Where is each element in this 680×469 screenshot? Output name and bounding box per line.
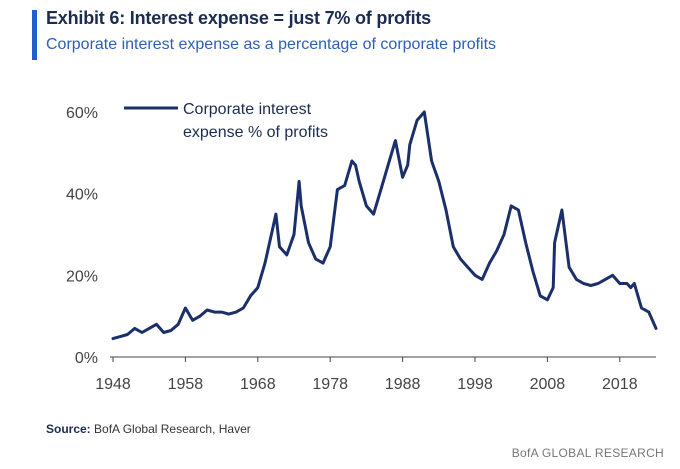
series-layer <box>111 110 658 341</box>
x-tick-label: 2008 <box>530 376 566 393</box>
chart-subtitle: Corporate interest expense as a percenta… <box>46 36 497 53</box>
source-label: Source: <box>46 422 91 436</box>
legend-label: expense % of profits <box>183 124 328 141</box>
y-tick-label: 0% <box>75 350 98 367</box>
series-line <box>111 110 658 341</box>
axes: 0% 20% 40% 60% 1948 1958 1968 1978 1988 1998 2008 2… <box>66 105 656 393</box>
y-tick-label: 60% <box>66 105 98 122</box>
source-text: BofA Global Research, Haver <box>94 422 251 436</box>
brand-footer: BofA GLOBAL RESEARCH <box>511 446 664 460</box>
source-note: Source: BofA Global Research, Haver <box>46 422 251 436</box>
x-tick-label: 1968 <box>240 376 276 393</box>
title-accent-bar <box>32 10 37 60</box>
x-tick-label: 1988 <box>385 376 421 393</box>
x-tick-label: 1948 <box>95 376 131 393</box>
y-tick-label: 40% <box>66 187 98 204</box>
x-tick-label: 2018 <box>602 376 638 393</box>
legend: Corporate interest expense % of profits <box>124 101 328 141</box>
chart-title: Exhibit 6: Interest expense = just 7% of… <box>46 8 431 28</box>
x-tick-label: 1958 <box>168 376 204 393</box>
x-tick-label: 1978 <box>312 376 348 393</box>
y-tick-label: 20% <box>66 268 98 285</box>
x-tick-label: 1998 <box>457 376 493 393</box>
legend-label: Corporate interest <box>183 101 312 118</box>
